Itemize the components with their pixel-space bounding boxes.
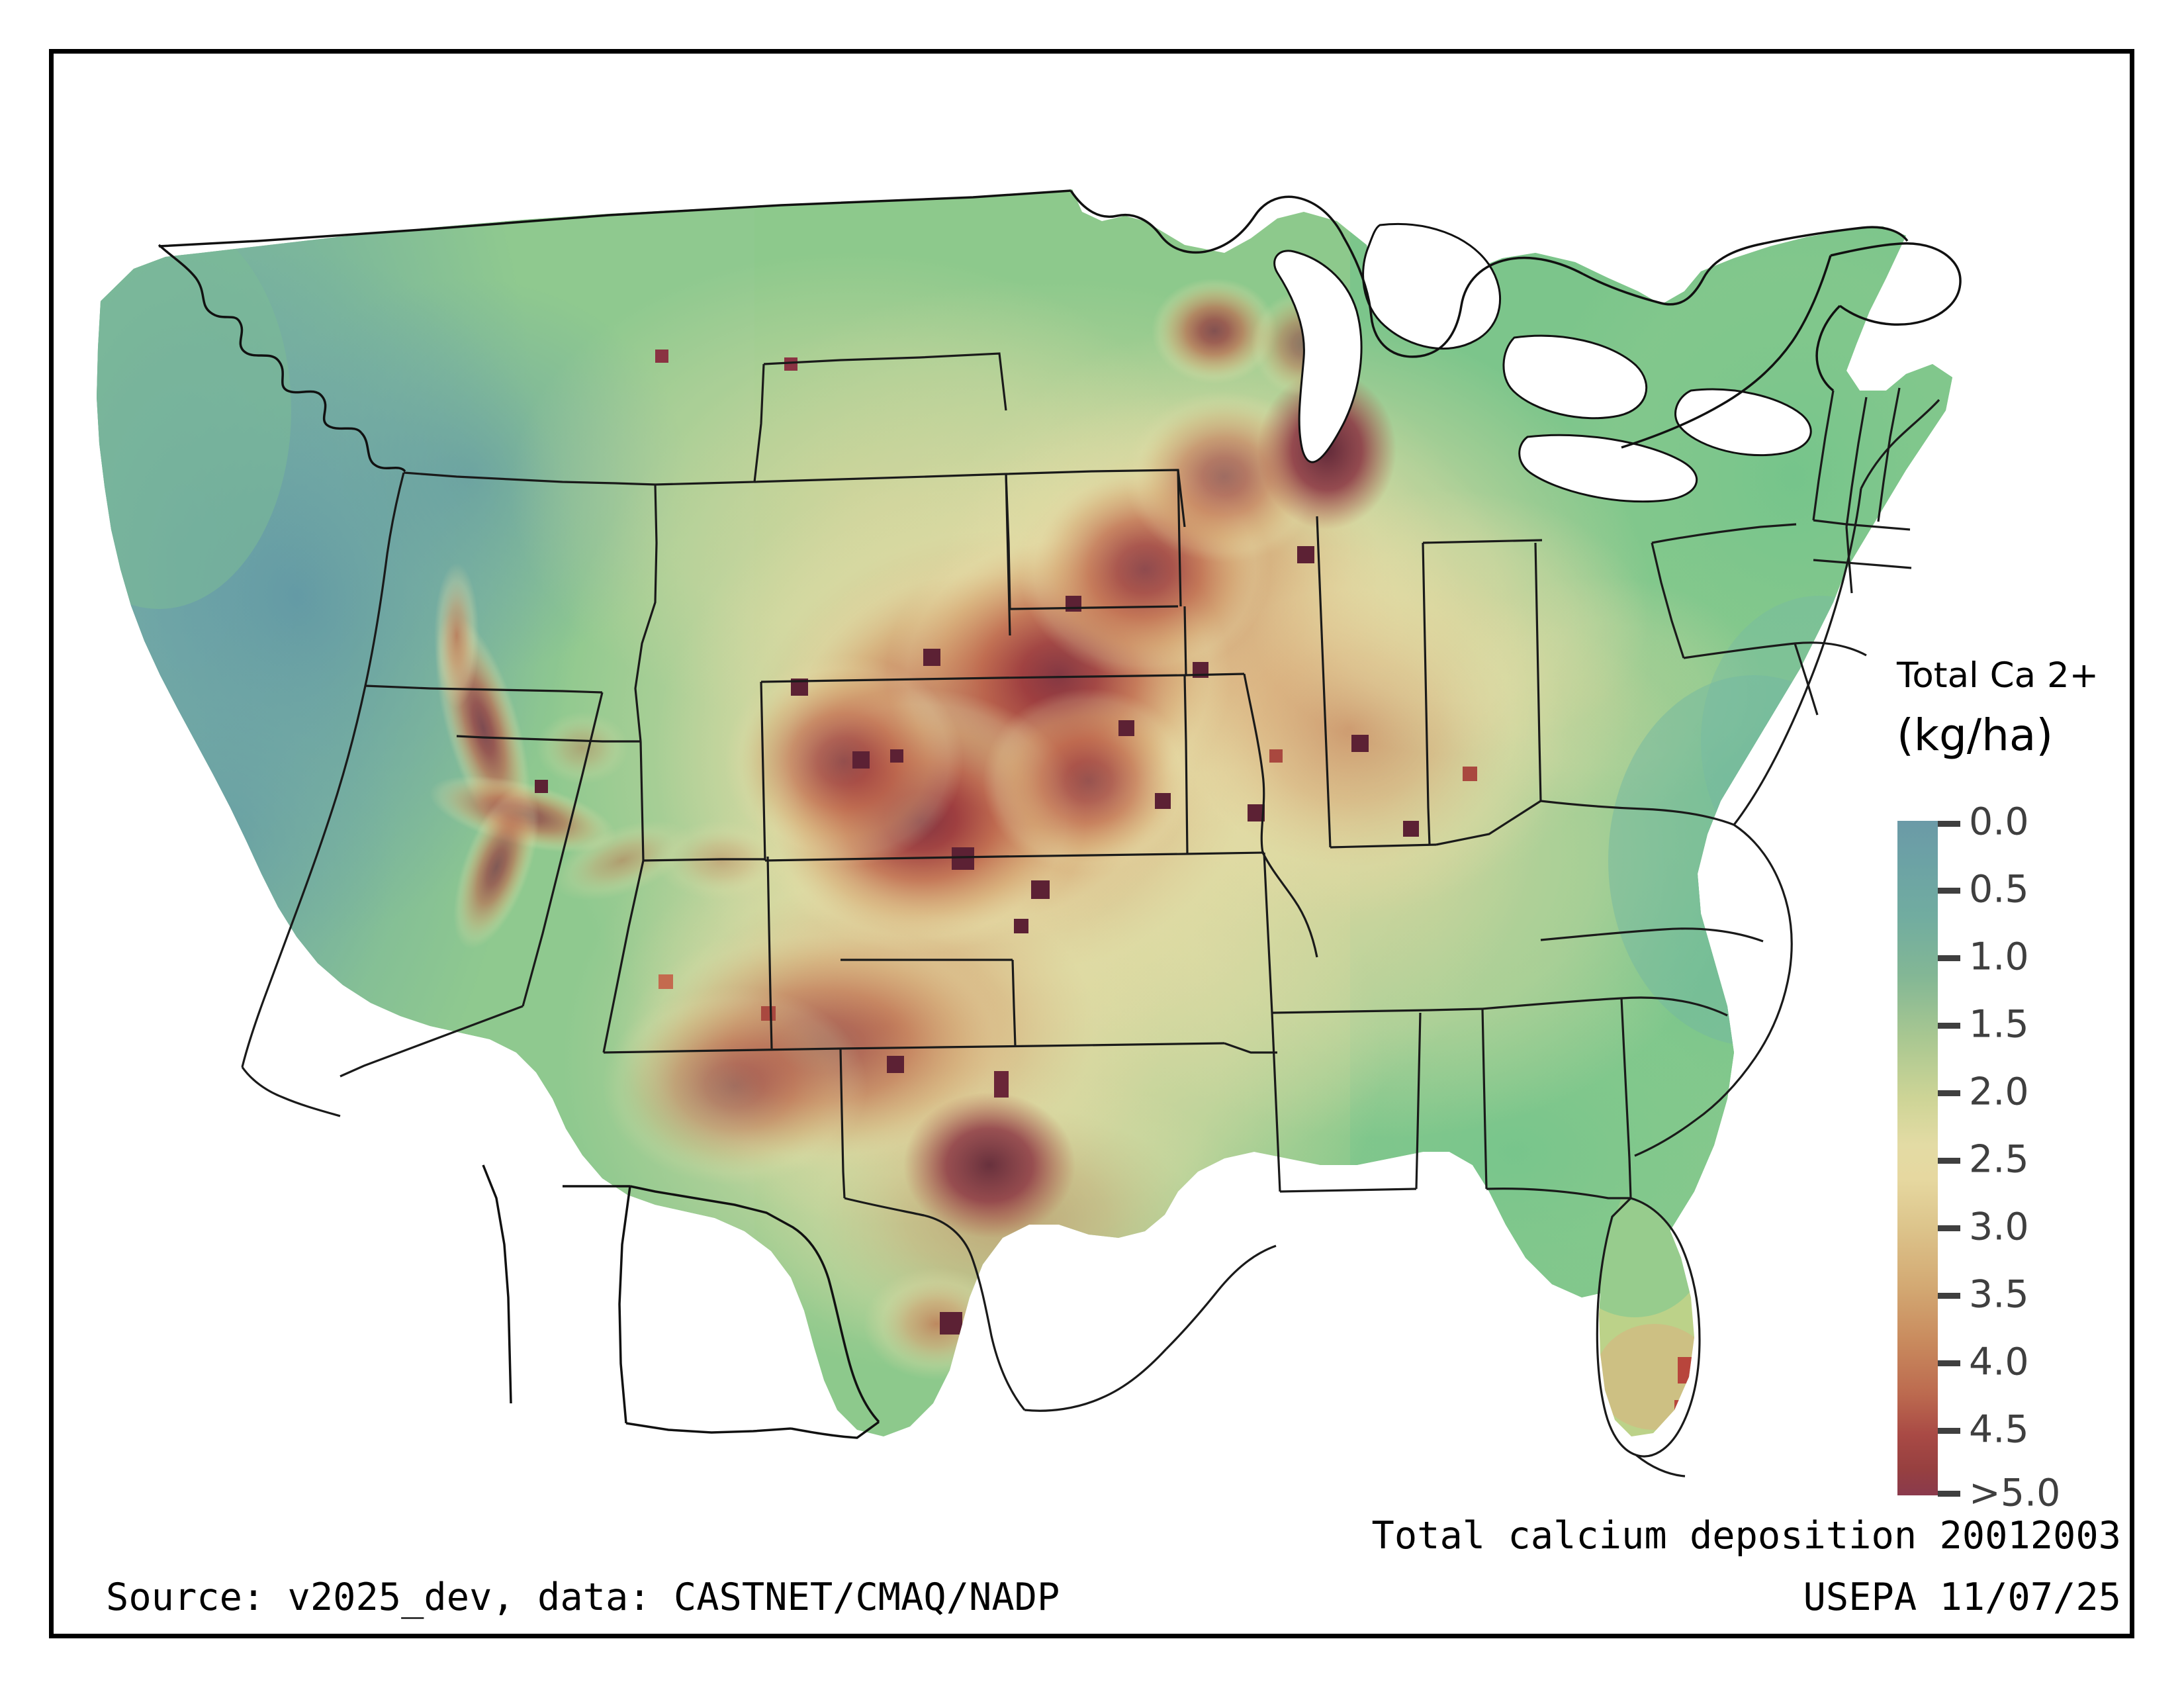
map-svg — [97, 189, 1962, 1477]
colorbar-label-0: 0.0 — [1969, 800, 2029, 844]
agency-caption: USEPA 11/07/25 — [1803, 1575, 2121, 1619]
source-caption: Source: v2025_dev, data: CASTNET/CMAQ/NA… — [106, 1575, 1060, 1619]
colorbar-label-4: 2.0 — [1969, 1070, 2029, 1114]
colorbar-tick-10 — [1938, 1491, 1960, 1497]
legend-title-line1: Total Ca 2+ — [1897, 655, 2099, 696]
colorbar-tick-1 — [1938, 888, 1960, 894]
colorbar-gradient — [1897, 821, 1938, 1495]
colorbar-tick-2 — [1938, 955, 1960, 961]
colorbar-label-2: 1.0 — [1969, 935, 2029, 979]
colorbar-label-9: 4.5 — [1969, 1407, 2029, 1452]
colorbar-legend: Total Ca 2+ (kg/ha) 0.0 0.5 1.0 1.5 2.0 … — [1873, 655, 2151, 1516]
colorbar-label-1: 0.5 — [1969, 867, 2029, 912]
colorbar-tick-8 — [1938, 1360, 1960, 1366]
colorbar-label-7: 3.5 — [1969, 1272, 2029, 1317]
deposition-map — [60, 79, 1979, 1489]
colorbar-tick-0 — [1938, 821, 1960, 827]
colorbar-tick-4 — [1938, 1090, 1960, 1096]
figure-title: Total calcium deposition 20012003 — [1371, 1514, 2121, 1558]
colorbar-tick-9 — [1938, 1428, 1960, 1434]
colorbar-label-6: 3.0 — [1969, 1205, 2029, 1249]
international-boundaries — [158, 189, 1962, 1439]
colorbar: 0.0 0.5 1.0 1.5 2.0 2.5 3.0 3.5 4.0 4.5 … — [1897, 803, 2060, 1512]
deposition-raster — [97, 189, 1952, 1436]
colorbar-label-3: 1.5 — [1969, 1002, 2029, 1047]
colorbar-tick-7 — [1938, 1293, 1960, 1299]
great-lakes — [1273, 222, 1812, 503]
colorbar-tick-5 — [1938, 1158, 1960, 1164]
legend-title-line2: (kg/ha) — [1897, 710, 2054, 761]
state-boundaries — [241, 352, 1940, 1477]
colorbar-label-10: >5.0 — [1969, 1471, 2061, 1515]
colorbar-tick-6 — [1938, 1225, 1960, 1231]
colorbar-label-8: 4.0 — [1969, 1340, 2029, 1384]
colorbar-tick-3 — [1938, 1023, 1960, 1029]
colorbar-label-5: 2.5 — [1969, 1137, 2029, 1182]
